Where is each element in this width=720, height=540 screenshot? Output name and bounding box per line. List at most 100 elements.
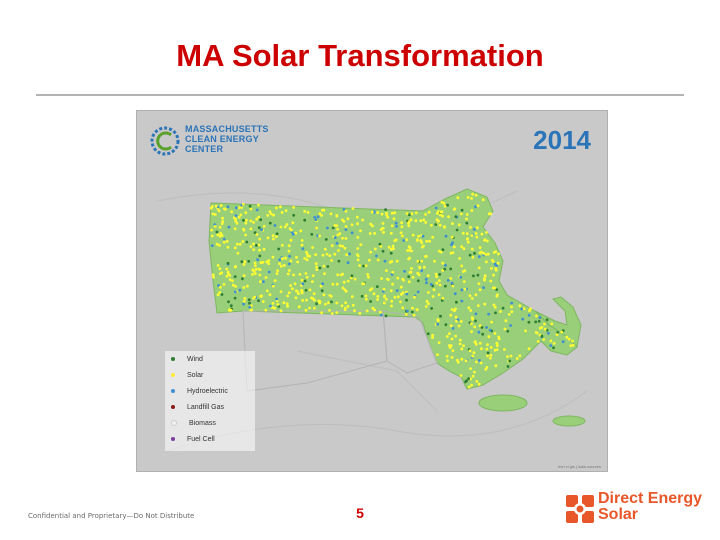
- installation-dot: [451, 284, 455, 288]
- installation-dot: [493, 348, 497, 352]
- installation-dot: [441, 248, 445, 252]
- logo-line-2: CLEAN ENERGY: [185, 134, 259, 144]
- installation-dot: [267, 270, 271, 274]
- installation-dot: [323, 247, 327, 251]
- installation-dot: [376, 298, 379, 301]
- installation-dot: [475, 235, 479, 239]
- installation-dot: [419, 219, 423, 223]
- installation-dot: [381, 249, 385, 253]
- installation-dot: [468, 294, 472, 298]
- installation-dot: [241, 277, 244, 281]
- installation-dot: [460, 208, 464, 212]
- installation-dot: [370, 287, 374, 290]
- installation-dot: [426, 332, 430, 336]
- installation-dot: [449, 313, 453, 317]
- installation-dot: [314, 262, 318, 266]
- installation-dot: [336, 273, 340, 277]
- installation-dot: [412, 313, 416, 317]
- installation-dot: [454, 215, 458, 218]
- installation-dot: [462, 247, 466, 251]
- installation-dot: [405, 298, 408, 302]
- installation-dot: [382, 290, 385, 293]
- installation-dot: [286, 272, 290, 276]
- installation-dot: [411, 233, 415, 237]
- installation-dot: [481, 332, 485, 336]
- installation-dot: [253, 261, 257, 265]
- installation-dot: [323, 272, 326, 275]
- installation-dot: [218, 267, 222, 271]
- installation-dot: [416, 238, 419, 242]
- installation-dot: [459, 320, 463, 323]
- installation-dot: [405, 292, 409, 296]
- installation-dot: [311, 280, 314, 283]
- installation-dot: [319, 284, 323, 288]
- installation-dot: [464, 359, 468, 363]
- page-number: 5: [356, 505, 364, 521]
- installation-dot: [338, 244, 342, 248]
- installation-dot: [312, 292, 316, 296]
- installation-dot: [483, 278, 486, 282]
- installation-dot: [329, 212, 333, 216]
- installation-dot: [382, 231, 385, 234]
- installation-dot: [470, 383, 474, 387]
- installation-dot: [238, 288, 242, 292]
- installation-dot: [350, 223, 354, 227]
- installation-dot: [480, 347, 483, 351]
- installation-dot: [426, 274, 430, 277]
- installation-dot: [435, 275, 438, 279]
- installation-dot: [293, 282, 297, 286]
- installation-dot: [315, 302, 318, 306]
- installation-dot: [508, 359, 512, 363]
- installation-dot: [459, 275, 462, 279]
- installation-dot: [282, 264, 286, 267]
- installation-dot: [465, 221, 469, 225]
- installation-dot: [366, 273, 369, 276]
- installation-dot: [460, 347, 464, 351]
- installation-dot: [425, 299, 429, 303]
- installation-dot: [234, 290, 237, 294]
- installation-dot: [310, 232, 314, 236]
- installation-dot: [343, 306, 347, 310]
- installation-dot: [390, 299, 394, 303]
- installation-dot: [259, 295, 263, 298]
- installation-dot: [379, 313, 383, 317]
- installation-dot: [269, 212, 273, 216]
- mcec-logo-icon: [150, 126, 180, 156]
- installation-dot: [304, 308, 308, 312]
- installation-dot: [379, 244, 383, 248]
- installation-dot: [364, 264, 368, 268]
- installation-dot: [462, 280, 466, 283]
- installation-dot: [473, 252, 476, 255]
- installation-dot: [417, 273, 421, 277]
- installation-dot: [282, 301, 286, 305]
- installation-dot: [431, 333, 434, 337]
- installation-dot: [441, 296, 445, 300]
- legend-item-landfill-gas: Landfill Gas: [171, 401, 224, 415]
- installation-dot: [248, 305, 252, 309]
- installation-dot: [252, 242, 255, 246]
- installation-dot: [527, 313, 531, 317]
- installation-dot: [458, 338, 462, 342]
- installation-dot: [486, 351, 490, 355]
- installation-dot: [342, 280, 346, 284]
- installation-dot: [362, 264, 365, 268]
- installation-dot: [336, 227, 339, 231]
- installation-dot: [244, 211, 248, 215]
- installation-dot: [271, 306, 275, 309]
- installation-dot: [241, 240, 245, 243]
- installation-dot: [216, 233, 220, 237]
- installation-dot: [506, 365, 510, 368]
- installation-dot: [330, 300, 333, 304]
- installation-dot: [475, 226, 479, 230]
- installation-dot: [233, 265, 237, 269]
- installation-dot: [242, 302, 245, 306]
- installation-dot: [238, 242, 242, 246]
- installation-dot: [259, 218, 262, 222]
- installation-dot: [320, 214, 323, 217]
- installation-dot: [443, 204, 447, 208]
- installation-dot: [494, 311, 497, 315]
- installation-dot: [466, 237, 469, 240]
- installation-dot: [231, 283, 235, 287]
- installation-dot: [220, 222, 224, 225]
- installation-dot: [415, 308, 419, 312]
